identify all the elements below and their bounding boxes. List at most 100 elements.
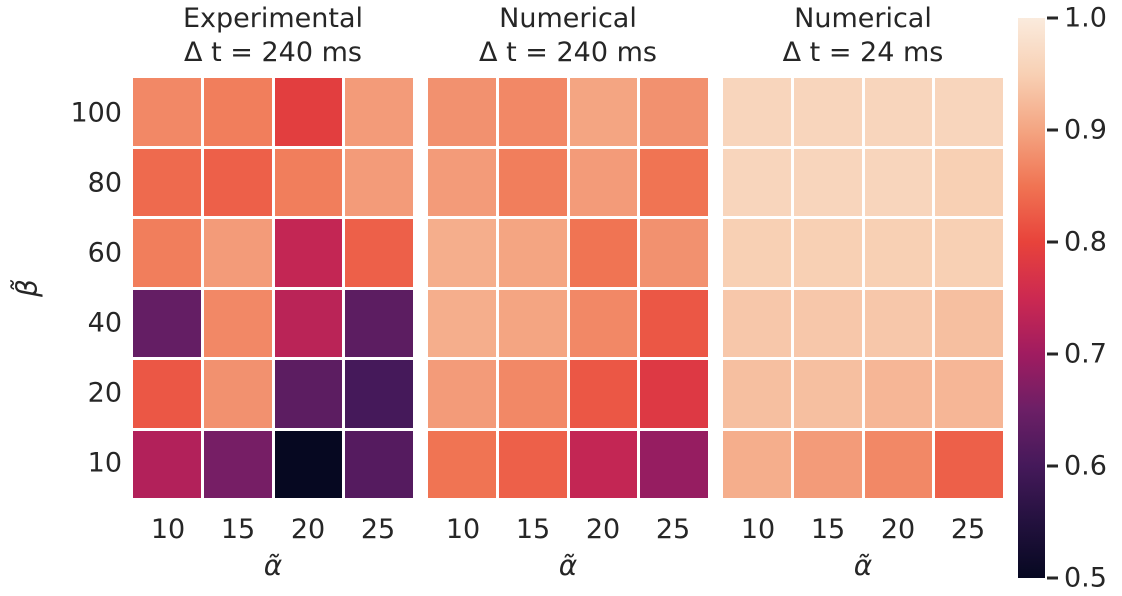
x-tick-label: 10	[445, 514, 481, 545]
x-tick-label: 20	[290, 514, 326, 545]
x-tick-label: 20	[880, 514, 916, 545]
heatmap-cell	[569, 219, 638, 287]
heatmap-cell	[498, 289, 567, 357]
panel-title-line: Experimental	[182, 3, 364, 34]
x-axis-label: α̃	[558, 549, 578, 582]
colorbar-tick-label: 0.6	[1064, 450, 1107, 482]
heatmap-cell	[203, 148, 272, 216]
colorbar-tick-mark	[1047, 240, 1058, 244]
x-tick-label: 25	[655, 514, 691, 545]
heatmap-cell	[864, 360, 933, 428]
heatmap-cell	[569, 360, 638, 428]
heatmap-cell	[793, 360, 862, 428]
heatmap-grid	[133, 78, 413, 498]
heatmap-cell	[428, 78, 496, 146]
y-tick-label: 20	[87, 377, 122, 409]
heatmap-cell	[133, 360, 201, 428]
heatmap-cell	[428, 430, 496, 498]
heatmap-cell	[723, 360, 791, 428]
x-tick-label: 25	[360, 514, 396, 545]
colorbar-tick-mark	[1047, 464, 1058, 468]
heatmap-cell	[498, 430, 567, 498]
heatmap-cell	[935, 78, 1003, 146]
x-tick-label: 10	[740, 514, 776, 545]
panel-title-line: Δ t = 240 ms	[479, 37, 657, 68]
heatmap-cell	[569, 289, 638, 357]
heatmap-cell	[640, 219, 708, 287]
heatmap-cell	[498, 148, 567, 216]
heatmap-cell	[723, 148, 791, 216]
heatmap-grid	[723, 78, 1003, 498]
heatmap-cell	[345, 289, 413, 357]
heatmap-cell	[203, 289, 272, 357]
panel-title-line: Δ t = 24 ms	[782, 37, 944, 68]
colorbar-tick-mark	[1047, 128, 1058, 132]
heatmap-cell	[723, 78, 791, 146]
y-tick-label: 10	[87, 447, 122, 479]
heatmap-cell	[864, 289, 933, 357]
y-tick-label: 80	[87, 167, 122, 199]
heatmap-cell	[345, 360, 413, 428]
x-tick-label: 20	[585, 514, 621, 545]
heatmap-cell	[793, 219, 862, 287]
heatmap-cell	[345, 430, 413, 498]
heatmap-cell	[640, 360, 708, 428]
panel-title: Experimental Δ t = 240 ms	[133, 2, 413, 70]
colorbar-tick-label: 0.5	[1064, 562, 1107, 594]
heatmap-cell	[133, 78, 201, 146]
panel-title-line: Numerical	[499, 3, 637, 34]
heatmap-cell	[345, 219, 413, 287]
x-axis-label: α̃	[263, 549, 283, 582]
x-tick-label: 10	[150, 514, 186, 545]
x-tick-label: 15	[220, 514, 256, 545]
heatmap-cell	[640, 289, 708, 357]
heatmap-cell	[133, 219, 201, 287]
heatmap-cell	[640, 78, 708, 146]
heatmap-cell	[345, 78, 413, 146]
heatmap-cell	[793, 148, 862, 216]
colorbar-tick-mark	[1047, 352, 1058, 356]
heatmap-cell	[274, 360, 343, 428]
panel-title: Numerical Δ t = 240 ms	[428, 2, 708, 70]
colorbar-tick-label: 0.9	[1064, 114, 1107, 146]
heatmap-cell	[793, 78, 862, 146]
heatmap-cell	[935, 219, 1003, 287]
heatmap-cell	[569, 430, 638, 498]
x-tick-label: 15	[515, 514, 551, 545]
x-tick-label: 25	[950, 514, 986, 545]
heatmap-cell	[935, 148, 1003, 216]
heatmap-cell	[274, 148, 343, 216]
heatmap-cell	[274, 430, 343, 498]
panel-title: Numerical Δ t = 24 ms	[723, 2, 1003, 70]
x-tick-label: 15	[810, 514, 846, 545]
colorbar-tick-label: 0.8	[1064, 226, 1107, 258]
heatmap-cell	[345, 148, 413, 216]
heatmap-cell	[133, 289, 201, 357]
heatmap-cell	[428, 360, 496, 428]
heatmap-cell	[274, 219, 343, 287]
heatmap-cell	[864, 78, 933, 146]
heatmap-cell	[569, 78, 638, 146]
heatmap-cell	[864, 430, 933, 498]
colorbar-tick-label: 0.7	[1064, 338, 1107, 370]
heatmap-cell	[133, 148, 201, 216]
heatmap-cell	[274, 289, 343, 357]
x-axis-label: α̃	[853, 549, 873, 582]
heatmap-cell	[498, 78, 567, 146]
heatmap-cell	[428, 289, 496, 357]
heatmap-cell	[935, 430, 1003, 498]
heatmap-cell	[203, 219, 272, 287]
panel-title-line: Numerical	[794, 3, 932, 34]
heatmap-cell	[203, 78, 272, 146]
heatmap-cell	[428, 148, 496, 216]
heatmap-cell	[864, 148, 933, 216]
heatmap-cell	[723, 289, 791, 357]
colorbar-tick-label: 1.0	[1064, 2, 1107, 34]
heatmap-cell	[935, 360, 1003, 428]
colorbar-tick-mark	[1047, 16, 1058, 20]
colorbar-tick-mark	[1047, 576, 1058, 580]
heatmap-cell	[498, 219, 567, 287]
y-tick-label: 100	[70, 97, 122, 129]
heatmap-cell	[133, 430, 201, 498]
heatmap-cell	[935, 289, 1003, 357]
